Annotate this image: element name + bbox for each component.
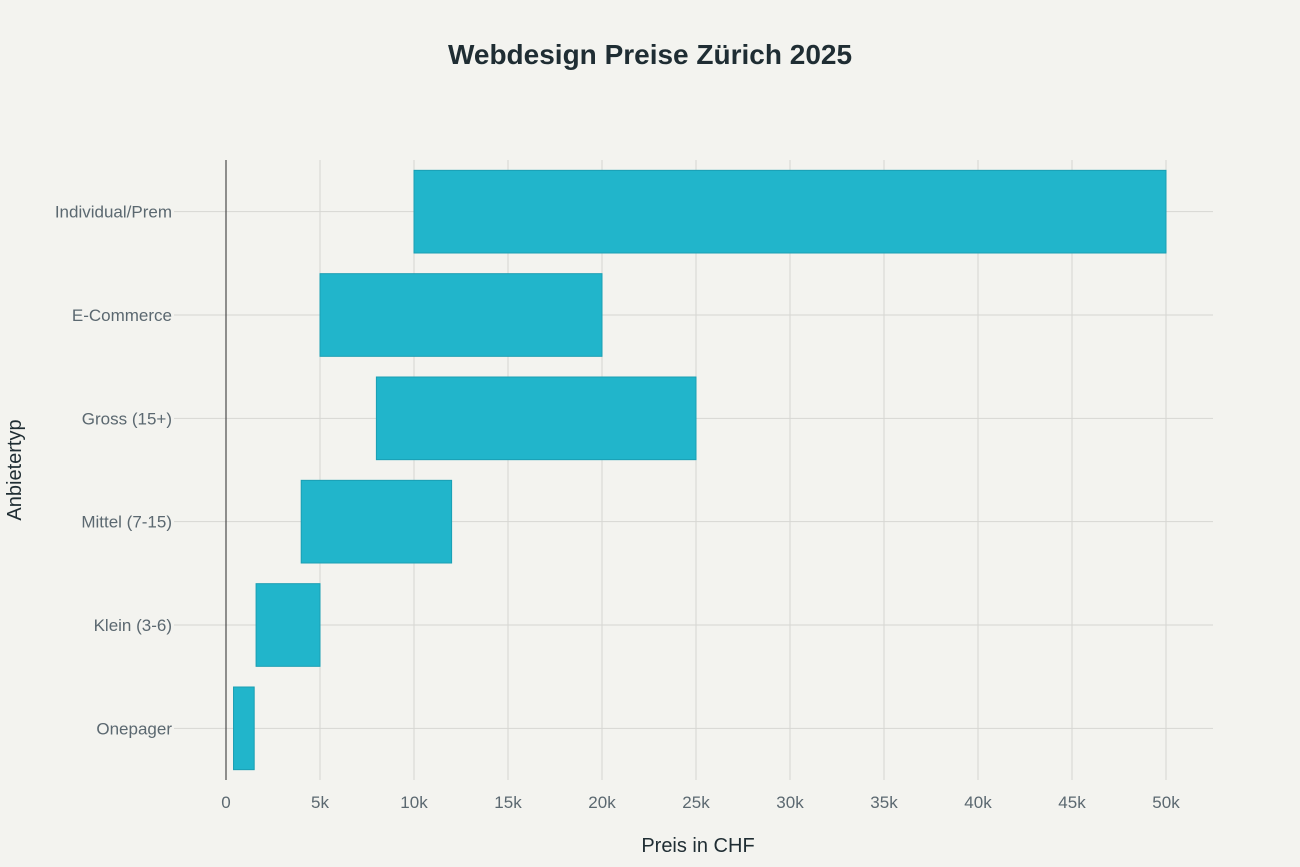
x-tick-label: 5k [311, 793, 329, 812]
x-tick-label: 35k [870, 793, 898, 812]
y-axis-label: Anbietertyp [4, 419, 26, 520]
bar [300, 479, 453, 564]
y-tick-label: Onepager [96, 719, 172, 738]
y-tick-labels: Individual/Prem E-Commerce Gross (15+) Mitt… [55, 203, 172, 739]
bar [233, 686, 255, 771]
x-tick-label: 50k [1152, 793, 1180, 812]
y-tick-label: Individual/Prem [55, 203, 172, 222]
x-tick-label: 40k [964, 793, 992, 812]
x-tick-label: 15k [494, 793, 522, 812]
x-tick-label: 30k [776, 793, 804, 812]
x-tick-labels: 0 5k 10k 15k 20k 25k 30k 35k 40k 45k 50k [221, 793, 1180, 812]
y-tick-label: Klein (3-6) [94, 616, 172, 635]
x-tick-label: 25k [682, 793, 710, 812]
y-tick-label: Gross (15+) [82, 409, 172, 428]
bar [255, 583, 321, 667]
x-tick-label: 10k [400, 793, 428, 812]
y-tick-label: Mittel (7-15) [81, 513, 172, 532]
x-tick-label: 20k [588, 793, 616, 812]
bars [233, 169, 1167, 771]
bar [319, 273, 603, 357]
x-tick-label: 0 [221, 793, 230, 812]
bar [375, 376, 697, 461]
y-tick-label: E-Commerce [72, 306, 172, 325]
x-axis-label: Preis in CHF [641, 835, 754, 857]
x-tick-label: 45k [1058, 793, 1086, 812]
chart-title: Webdesign Preise Zürich 2025 [448, 39, 852, 70]
bar [413, 169, 1167, 254]
